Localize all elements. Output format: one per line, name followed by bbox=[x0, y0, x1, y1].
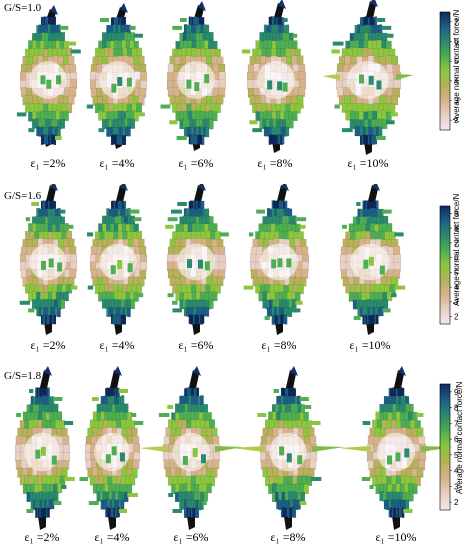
strain-label: ε₁ =8% bbox=[257, 156, 293, 170]
panel-gs-1-6: G/S=1.6 2 3 4 5 6 7 8 9 ε₁ =2% ε₁ =4% ε₁ =6% ε₁… bbox=[0, 184, 474, 359]
colorbar-tick: 2 bbox=[454, 116, 459, 125]
colorbar-tick: 2 bbox=[454, 498, 459, 507]
panel-gs-1-8: G/S=1.8 2 3 4 5 6 7 8 9 ε₁ =2% ε₁ =4% ε₁ =6% ε₁… bbox=[0, 366, 474, 550]
colorbar-tick: 5 bbox=[454, 451, 459, 460]
strain-label: ε₁ =4% bbox=[99, 338, 135, 352]
strain-label: ε₁ =8% bbox=[270, 530, 306, 544]
colorbar-tick: 6 bbox=[454, 254, 459, 263]
colorbar bbox=[439, 205, 451, 325]
colorbar-tick: 8 bbox=[454, 404, 459, 413]
fabric-glyph bbox=[339, 366, 453, 530]
fabric-glyph bbox=[243, 184, 310, 335]
fabric-glyph bbox=[232, 366, 344, 530]
colorbar-tick: 3 bbox=[454, 482, 459, 491]
panel-gs-1-0: G/S=1.0 2 3 4 5 6 7 ε₁ =2% ε₁ =4% ε₁ =6% ε₁ =… bbox=[0, 0, 474, 175]
colorbar-tick: 6 bbox=[454, 435, 459, 444]
colorbar-tick: 7 bbox=[454, 419, 459, 428]
colorbar-tick: 5 bbox=[454, 57, 459, 66]
colorbar-tick: 8 bbox=[454, 224, 459, 233]
colorbar-tick: 7 bbox=[454, 239, 459, 248]
fabric-figure-row: 2 3 4 5 6 7 bbox=[16, 0, 459, 155]
panel-label: G/S=1.6 bbox=[4, 190, 42, 202]
colorbar-label: Average normal contact force/N bbox=[455, 381, 464, 494]
fabric-glyph bbox=[87, 184, 148, 335]
fabric-glyph bbox=[241, 0, 307, 153]
fabric-figure-row: 2 3 4 5 6 7 8 9 bbox=[14, 366, 459, 530]
strain-label: ε₁ =10% bbox=[375, 530, 417, 544]
fabric-glyph bbox=[79, 366, 144, 530]
strain-label: ε₁ =4% bbox=[99, 156, 135, 170]
strain-label: ε₁ =8% bbox=[261, 338, 297, 352]
strain-label: ε₁ =2% bbox=[24, 530, 60, 544]
fabric-glyph bbox=[165, 184, 229, 335]
colorbar-tick: 3 bbox=[454, 97, 459, 106]
colorbar-tick: 6 bbox=[454, 38, 459, 47]
fabric-glyph bbox=[322, 0, 414, 155]
strain-label: ε₁ =2% bbox=[30, 156, 66, 170]
strain-label: ε₁ =10% bbox=[347, 156, 389, 170]
fabric-figure-row: 2 3 4 5 6 7 8 9 bbox=[19, 184, 459, 335]
fabric-glyph bbox=[339, 184, 406, 335]
colorbar-tick: 4 bbox=[454, 467, 459, 476]
strain-label: ε₁ =2% bbox=[30, 338, 66, 352]
strain-label: ε₁ =6% bbox=[178, 156, 214, 170]
strain-label: ε₁ =6% bbox=[173, 530, 209, 544]
fabric-glyph bbox=[160, 1, 227, 151]
colorbar-tick: 9 bbox=[454, 209, 459, 218]
panel-label: G/S=1.8 bbox=[4, 370, 42, 382]
colorbar-tick: 9 bbox=[454, 388, 459, 397]
colorbar-label: Average normal contact force/N bbox=[452, 9, 461, 122]
colorbar-tick: 5 bbox=[454, 268, 459, 277]
colorbar-tick: 2 bbox=[454, 313, 459, 322]
colorbar bbox=[439, 11, 451, 131]
fabric-glyph bbox=[19, 184, 78, 335]
panel-label: G/S=1.0 bbox=[4, 2, 42, 14]
fabric-glyph bbox=[86, 3, 148, 149]
colorbar-tick: 3 bbox=[454, 298, 459, 307]
colorbar bbox=[439, 383, 451, 511]
fabric-glyph bbox=[16, 5, 81, 147]
strain-label: ε₁ =10% bbox=[349, 338, 391, 352]
colorbar-tick: 4 bbox=[454, 77, 459, 86]
strain-label: ε₁ =4% bbox=[94, 530, 130, 544]
colorbar-label: Average normal contact force/N bbox=[452, 193, 461, 306]
colorbar-tick: 4 bbox=[454, 283, 459, 292]
colorbar-tick: 7 bbox=[454, 18, 459, 27]
strain-label: ε₁ =6% bbox=[178, 338, 214, 352]
fabric-glyph bbox=[139, 366, 243, 530]
fabric-glyph bbox=[14, 366, 75, 530]
